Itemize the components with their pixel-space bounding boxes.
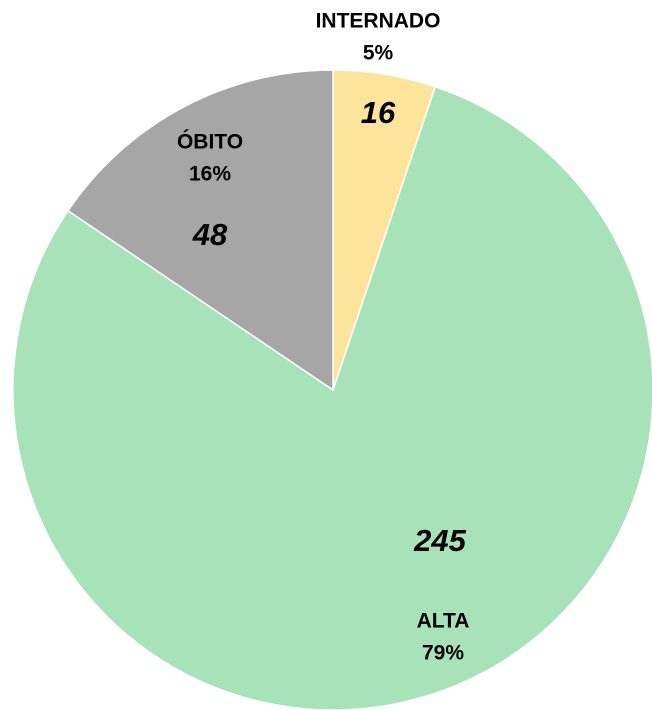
value-label: 16 [361,95,396,130]
category-label: ALTA [417,610,470,633]
category-label: ÓBITO [177,130,243,154]
pie-slice [66,69,334,392]
pie-slice [12,85,652,710]
percentage-label: 5% [363,42,394,65]
value-label: 48 [192,217,228,252]
percentage-label: 79% [422,642,464,665]
category-label: INTERNADO [316,10,441,33]
percentage-label: 16% [189,163,231,186]
value-label: 245 [413,523,466,558]
